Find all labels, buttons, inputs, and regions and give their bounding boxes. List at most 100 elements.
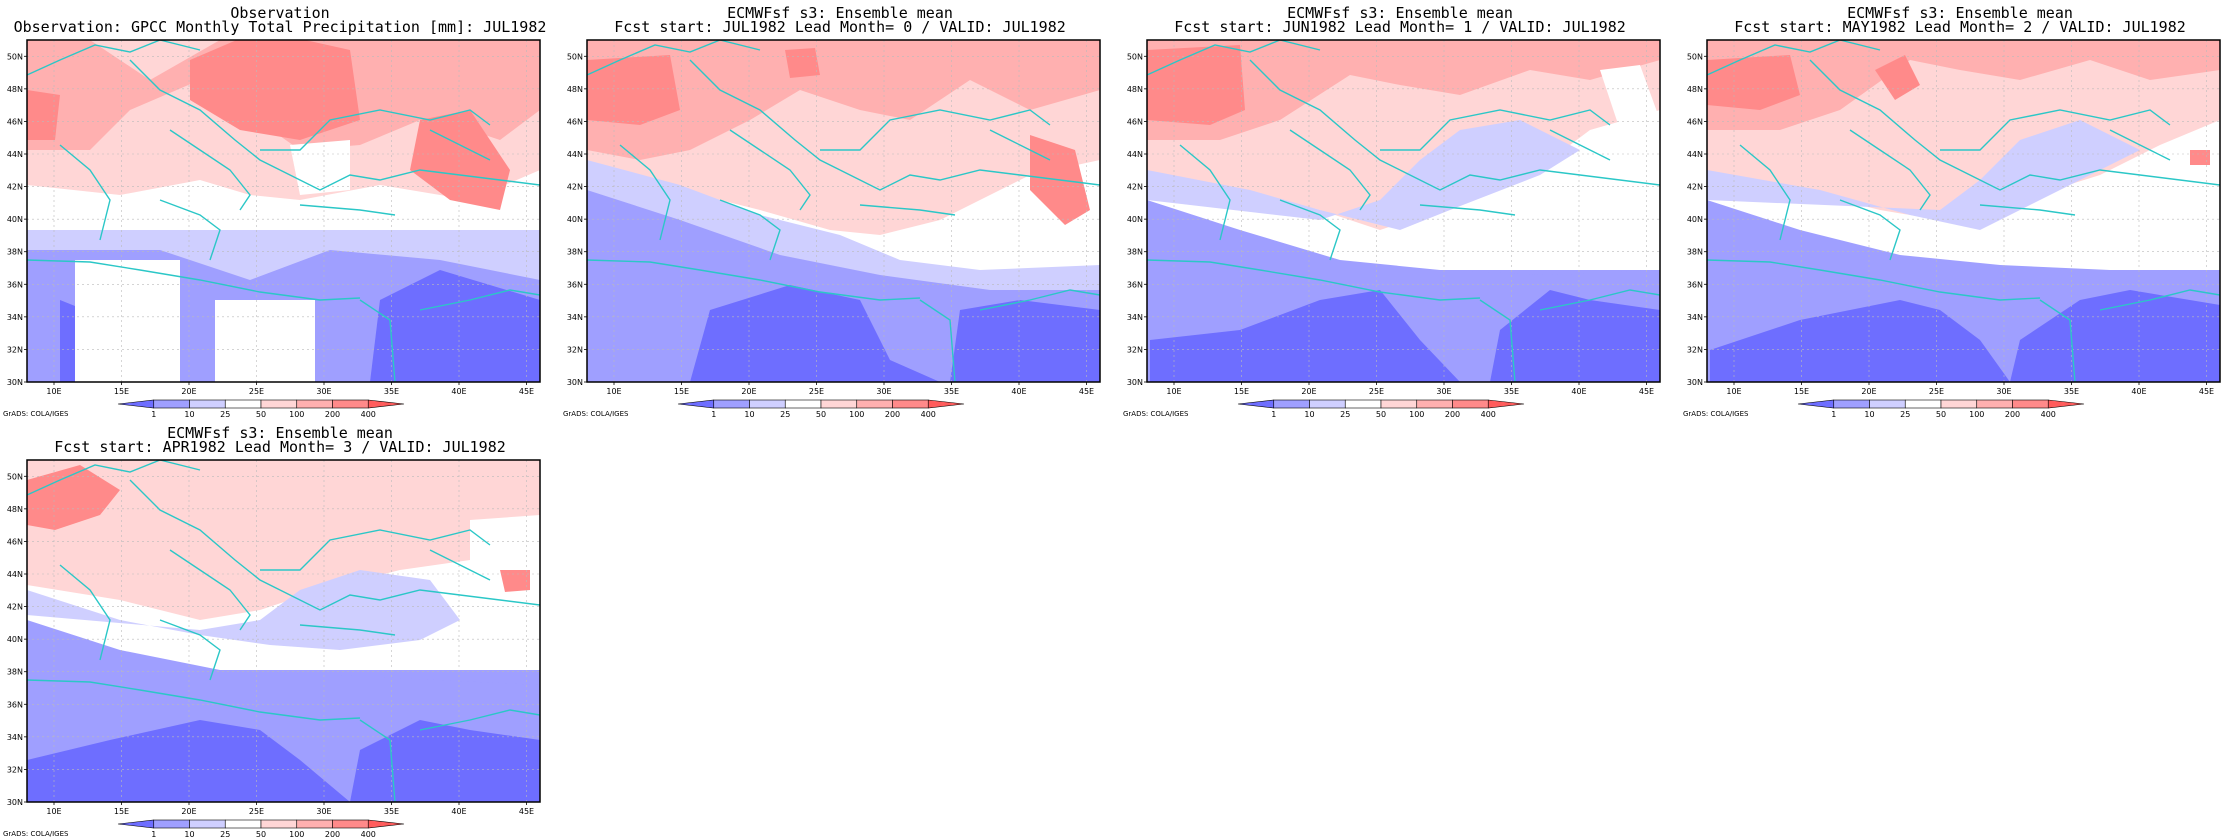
- colorbar-cell: [1237, 399, 1275, 409]
- grads-credit: GrADS: COLA/IGES: [563, 410, 629, 418]
- contour-region: [1710, 300, 2010, 382]
- coastline: [279, 589, 540, 611]
- x-tick-label: 25E: [1369, 387, 1384, 396]
- map-frame: [1706, 39, 2221, 383]
- y-tick-label: 30N: [1127, 378, 1143, 387]
- coastline: [159, 619, 221, 681]
- contour-region: [500, 570, 530, 592]
- x-tick-label: 15E: [1234, 387, 1249, 396]
- panel-5: ECMWFsf s3: Ensemble mean Fcst start: AP…: [0, 420, 560, 840]
- contour-region: [1707, 40, 2220, 130]
- x-tick-label: 20E: [181, 387, 196, 396]
- coastline: [859, 204, 956, 216]
- coastline: [587, 40, 761, 76]
- panel-subtitle: Fcst start: MAY1982 Lead Month= 2 / VALI…: [1734, 18, 2186, 36]
- y-tick-label: 32N: [567, 345, 583, 354]
- colorbar-label: 100: [849, 410, 864, 419]
- coastline: [129, 59, 281, 171]
- x-tick-label: 15E: [1794, 387, 1809, 396]
- panel-title: ECMWFsf s3: Ensemble mean: [167, 424, 393, 442]
- coastline: [419, 289, 540, 311]
- y-tick-label: 38N: [7, 248, 23, 257]
- colorbar-cell: [332, 399, 369, 409]
- colorbar-label: 25: [780, 410, 790, 419]
- contour-fill-group: [1147, 40, 1660, 382]
- colorbar-cell: [296, 819, 333, 829]
- coastline: [159, 199, 221, 261]
- colorbar-cell: [1869, 399, 1906, 409]
- contour-region: [190, 40, 360, 140]
- panel-title: ECMWFsf s3: Ensemble mean: [1847, 4, 2073, 22]
- y-tick-label: 48N: [1687, 85, 1703, 94]
- coastline: [1849, 129, 1931, 211]
- colorbar-cell: [1309, 399, 1346, 409]
- colorbar-label: 50: [816, 410, 826, 419]
- coastline: [1147, 259, 1481, 301]
- contour-region: [1490, 290, 1660, 382]
- precip-map: 10E 15E 20E 25E 30E 35E 40E 45E 30N 32N 34N 36N 38N 4…: [7, 39, 541, 419]
- colorbar-cell: [820, 399, 858, 409]
- colorbar-cell: [224, 819, 262, 829]
- coastline: [260, 529, 491, 571]
- contour-fill-group: [1707, 40, 2220, 382]
- coastline: [299, 624, 396, 636]
- y-tick-label: 40N: [7, 635, 23, 644]
- x-tick-label: 15E: [114, 387, 129, 396]
- x-tick-label: 40E: [451, 807, 466, 816]
- grads-credit: GrADS: COLA/IGES: [1123, 410, 1189, 418]
- y-tick-label: 48N: [7, 505, 23, 514]
- coastline: [27, 40, 201, 76]
- x-tick-label: 20E: [1861, 387, 1876, 396]
- x-tick-label: 45E: [1639, 387, 1654, 396]
- contour-region: [2010, 290, 2220, 382]
- map-frame: [586, 39, 1101, 383]
- x-tick-label: 35E: [384, 387, 399, 396]
- colorbar-label: 1: [1271, 410, 1276, 419]
- x-tick-label: 20E: [1301, 387, 1316, 396]
- coastline: [1979, 204, 2076, 216]
- y-tick-label: 30N: [567, 378, 583, 387]
- colorbar-label: 100: [1969, 410, 1984, 419]
- colorbar-label: 100: [289, 410, 304, 419]
- colorbar-cell: [367, 819, 405, 829]
- coastline: [839, 169, 1100, 191]
- precip-map: 10E 15E 20E 25E 30E 35E 40E 45E 30N 32N 34N 36N 38N 4…: [567, 39, 1101, 419]
- colorbar-cell: [1976, 399, 2013, 409]
- y-tick-label: 38N: [1127, 248, 1143, 257]
- colorbar-label: 1: [1831, 410, 1836, 419]
- colorbar-cell: [117, 399, 155, 409]
- contour-region: [215, 300, 315, 382]
- coastline: [59, 144, 111, 241]
- panel-subtitle: Fcst start: JUL1982 Lead Month= 0 / VALI…: [614, 18, 1066, 36]
- contour-fill-group: [27, 460, 540, 802]
- coastline: [59, 564, 111, 661]
- y-tick-label: 32N: [7, 765, 23, 774]
- coastline: [1539, 289, 1660, 311]
- x-tick-label: 35E: [1504, 387, 1519, 396]
- colorbar-cell: [1797, 399, 1835, 409]
- colorbar-label: 1: [151, 410, 156, 419]
- colorbar-label: 10: [184, 410, 194, 419]
- coastline: [719, 199, 781, 261]
- coastline: [27, 460, 201, 496]
- x-tick-label: 45E: [2199, 387, 2214, 396]
- colorbar-label: 200: [2005, 410, 2020, 419]
- y-tick-label: 50N: [1687, 52, 1703, 61]
- colorbar-label: 50: [1376, 410, 1386, 419]
- contour-region: [27, 460, 540, 620]
- y-tick-label: 42N: [1127, 183, 1143, 192]
- y-tick-label: 34N: [567, 313, 583, 322]
- panel-title: ECMWFsf s3: Ensemble mean: [727, 4, 953, 22]
- contour-region: [1707, 55, 1800, 110]
- y-tick-label: 36N: [1127, 280, 1143, 289]
- y-tick-label: 44N: [1687, 150, 1703, 159]
- coastline: [169, 549, 251, 631]
- contour-region: [470, 515, 540, 610]
- colorbar-label: 50: [256, 410, 266, 419]
- contour-region: [350, 720, 540, 802]
- x-tick-label: 30E: [316, 387, 331, 396]
- y-tick-label: 48N: [567, 85, 583, 94]
- contour-region: [290, 140, 350, 195]
- x-tick-label: 40E: [451, 387, 466, 396]
- coastline: [989, 129, 1051, 161]
